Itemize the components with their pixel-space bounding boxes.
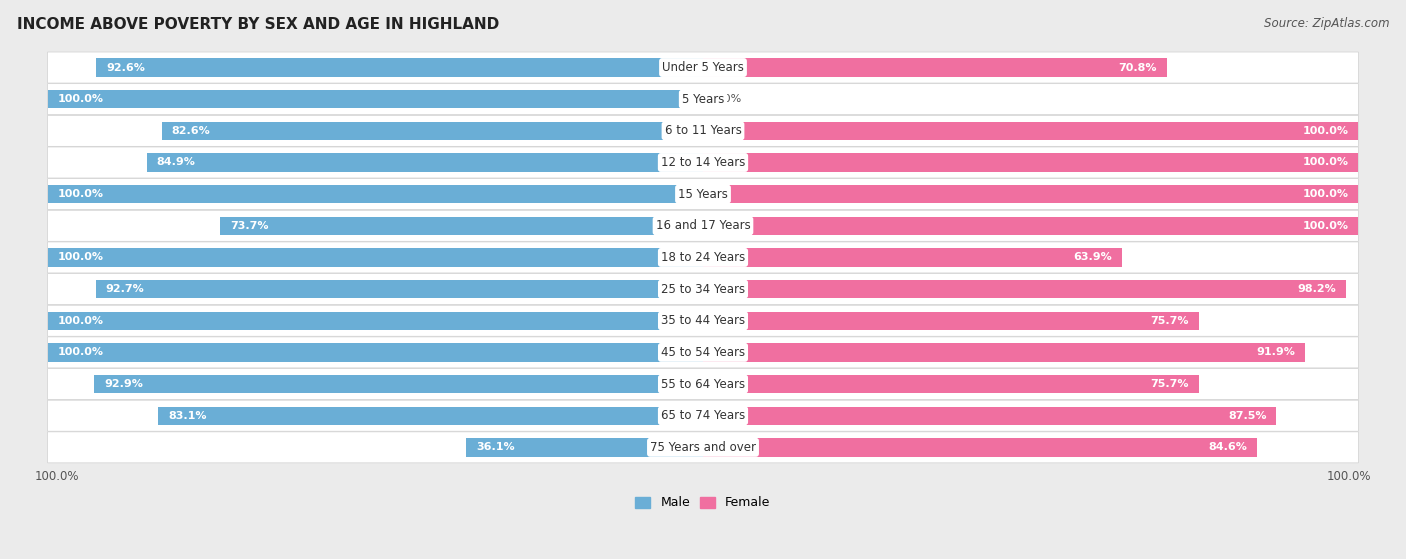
Bar (48, 343, 703, 362)
FancyBboxPatch shape (48, 84, 1358, 115)
Text: 70.8%: 70.8% (1119, 63, 1157, 73)
Bar (146, 153, 703, 172)
Text: 100.0%: 100.0% (58, 253, 104, 262)
Text: 100.0%: 100.0% (58, 94, 104, 104)
FancyBboxPatch shape (48, 337, 1358, 368)
Bar (703, 216, 1358, 235)
Text: Source: ZipAtlas.com: Source: ZipAtlas.com (1264, 17, 1389, 30)
FancyBboxPatch shape (48, 305, 1358, 337)
Text: 98.2%: 98.2% (1298, 284, 1337, 294)
Text: 92.7%: 92.7% (105, 284, 145, 294)
Text: 100.0%: 100.0% (1302, 221, 1348, 231)
Text: 100.0%: 100.0% (58, 189, 104, 199)
Text: 100.0%: 100.0% (35, 470, 79, 483)
FancyBboxPatch shape (48, 147, 1358, 178)
Text: 100.0%: 100.0% (1302, 126, 1348, 136)
Bar (221, 216, 703, 235)
Text: 15 Years: 15 Years (678, 188, 728, 201)
Text: 63.9%: 63.9% (1073, 253, 1112, 262)
Text: 91.9%: 91.9% (1257, 347, 1295, 357)
Bar (703, 58, 1167, 77)
Bar (94, 375, 703, 393)
Legend: Male, Female: Male, Female (630, 491, 776, 514)
Bar (703, 280, 1347, 299)
Text: 75 Years and over: 75 Years and over (650, 441, 756, 454)
Text: 100.0%: 100.0% (1302, 189, 1348, 199)
FancyBboxPatch shape (48, 210, 1358, 241)
Text: 92.6%: 92.6% (105, 63, 145, 73)
Bar (703, 248, 1122, 267)
FancyBboxPatch shape (48, 273, 1358, 305)
Text: 16 and 17 Years: 16 and 17 Years (655, 219, 751, 233)
Text: 92.9%: 92.9% (104, 379, 143, 389)
Text: 75.7%: 75.7% (1150, 316, 1189, 326)
FancyBboxPatch shape (48, 52, 1358, 83)
Text: 84.6%: 84.6% (1209, 442, 1247, 452)
Text: 100.0%: 100.0% (1302, 158, 1348, 168)
FancyBboxPatch shape (48, 368, 1358, 400)
Text: 87.5%: 87.5% (1227, 411, 1267, 421)
Text: 100.0%: 100.0% (1327, 470, 1371, 483)
FancyBboxPatch shape (48, 179, 1358, 210)
Text: 82.6%: 82.6% (172, 126, 211, 136)
Bar (703, 438, 1257, 457)
Text: 55 to 64 Years: 55 to 64 Years (661, 377, 745, 391)
Text: 35 to 44 Years: 35 to 44 Years (661, 314, 745, 327)
Text: 83.1%: 83.1% (169, 411, 207, 421)
Bar (703, 153, 1358, 172)
FancyBboxPatch shape (48, 432, 1358, 463)
Bar (48, 248, 703, 267)
FancyBboxPatch shape (48, 400, 1358, 431)
FancyBboxPatch shape (48, 115, 1358, 146)
Bar (703, 406, 1277, 425)
Text: 65 to 74 Years: 65 to 74 Years (661, 409, 745, 422)
Text: 73.7%: 73.7% (231, 221, 269, 231)
Bar (96, 280, 703, 299)
Bar (48, 185, 703, 203)
FancyBboxPatch shape (48, 242, 1358, 273)
Text: 18 to 24 Years: 18 to 24 Years (661, 251, 745, 264)
Bar (703, 185, 1358, 203)
Bar (48, 90, 703, 108)
Bar (467, 438, 703, 457)
Text: 84.9%: 84.9% (156, 158, 195, 168)
Text: 5 Years: 5 Years (682, 93, 724, 106)
Bar (162, 122, 703, 140)
Bar (159, 406, 703, 425)
Text: Under 5 Years: Under 5 Years (662, 61, 744, 74)
Text: 100.0%: 100.0% (58, 347, 104, 357)
Bar (703, 375, 1199, 393)
Bar (703, 311, 1199, 330)
Text: 12 to 14 Years: 12 to 14 Years (661, 156, 745, 169)
Bar (703, 343, 1305, 362)
Text: 75.7%: 75.7% (1150, 379, 1189, 389)
Bar (703, 122, 1358, 140)
Text: 25 to 34 Years: 25 to 34 Years (661, 283, 745, 296)
Text: 6 to 11 Years: 6 to 11 Years (665, 124, 741, 138)
Bar (48, 311, 703, 330)
Text: 100.0%: 100.0% (58, 316, 104, 326)
Text: 36.1%: 36.1% (477, 442, 515, 452)
Bar (96, 58, 703, 77)
Text: 0.0%: 0.0% (713, 94, 741, 104)
Text: INCOME ABOVE POVERTY BY SEX AND AGE IN HIGHLAND: INCOME ABOVE POVERTY BY SEX AND AGE IN H… (17, 17, 499, 32)
Text: 45 to 54 Years: 45 to 54 Years (661, 346, 745, 359)
